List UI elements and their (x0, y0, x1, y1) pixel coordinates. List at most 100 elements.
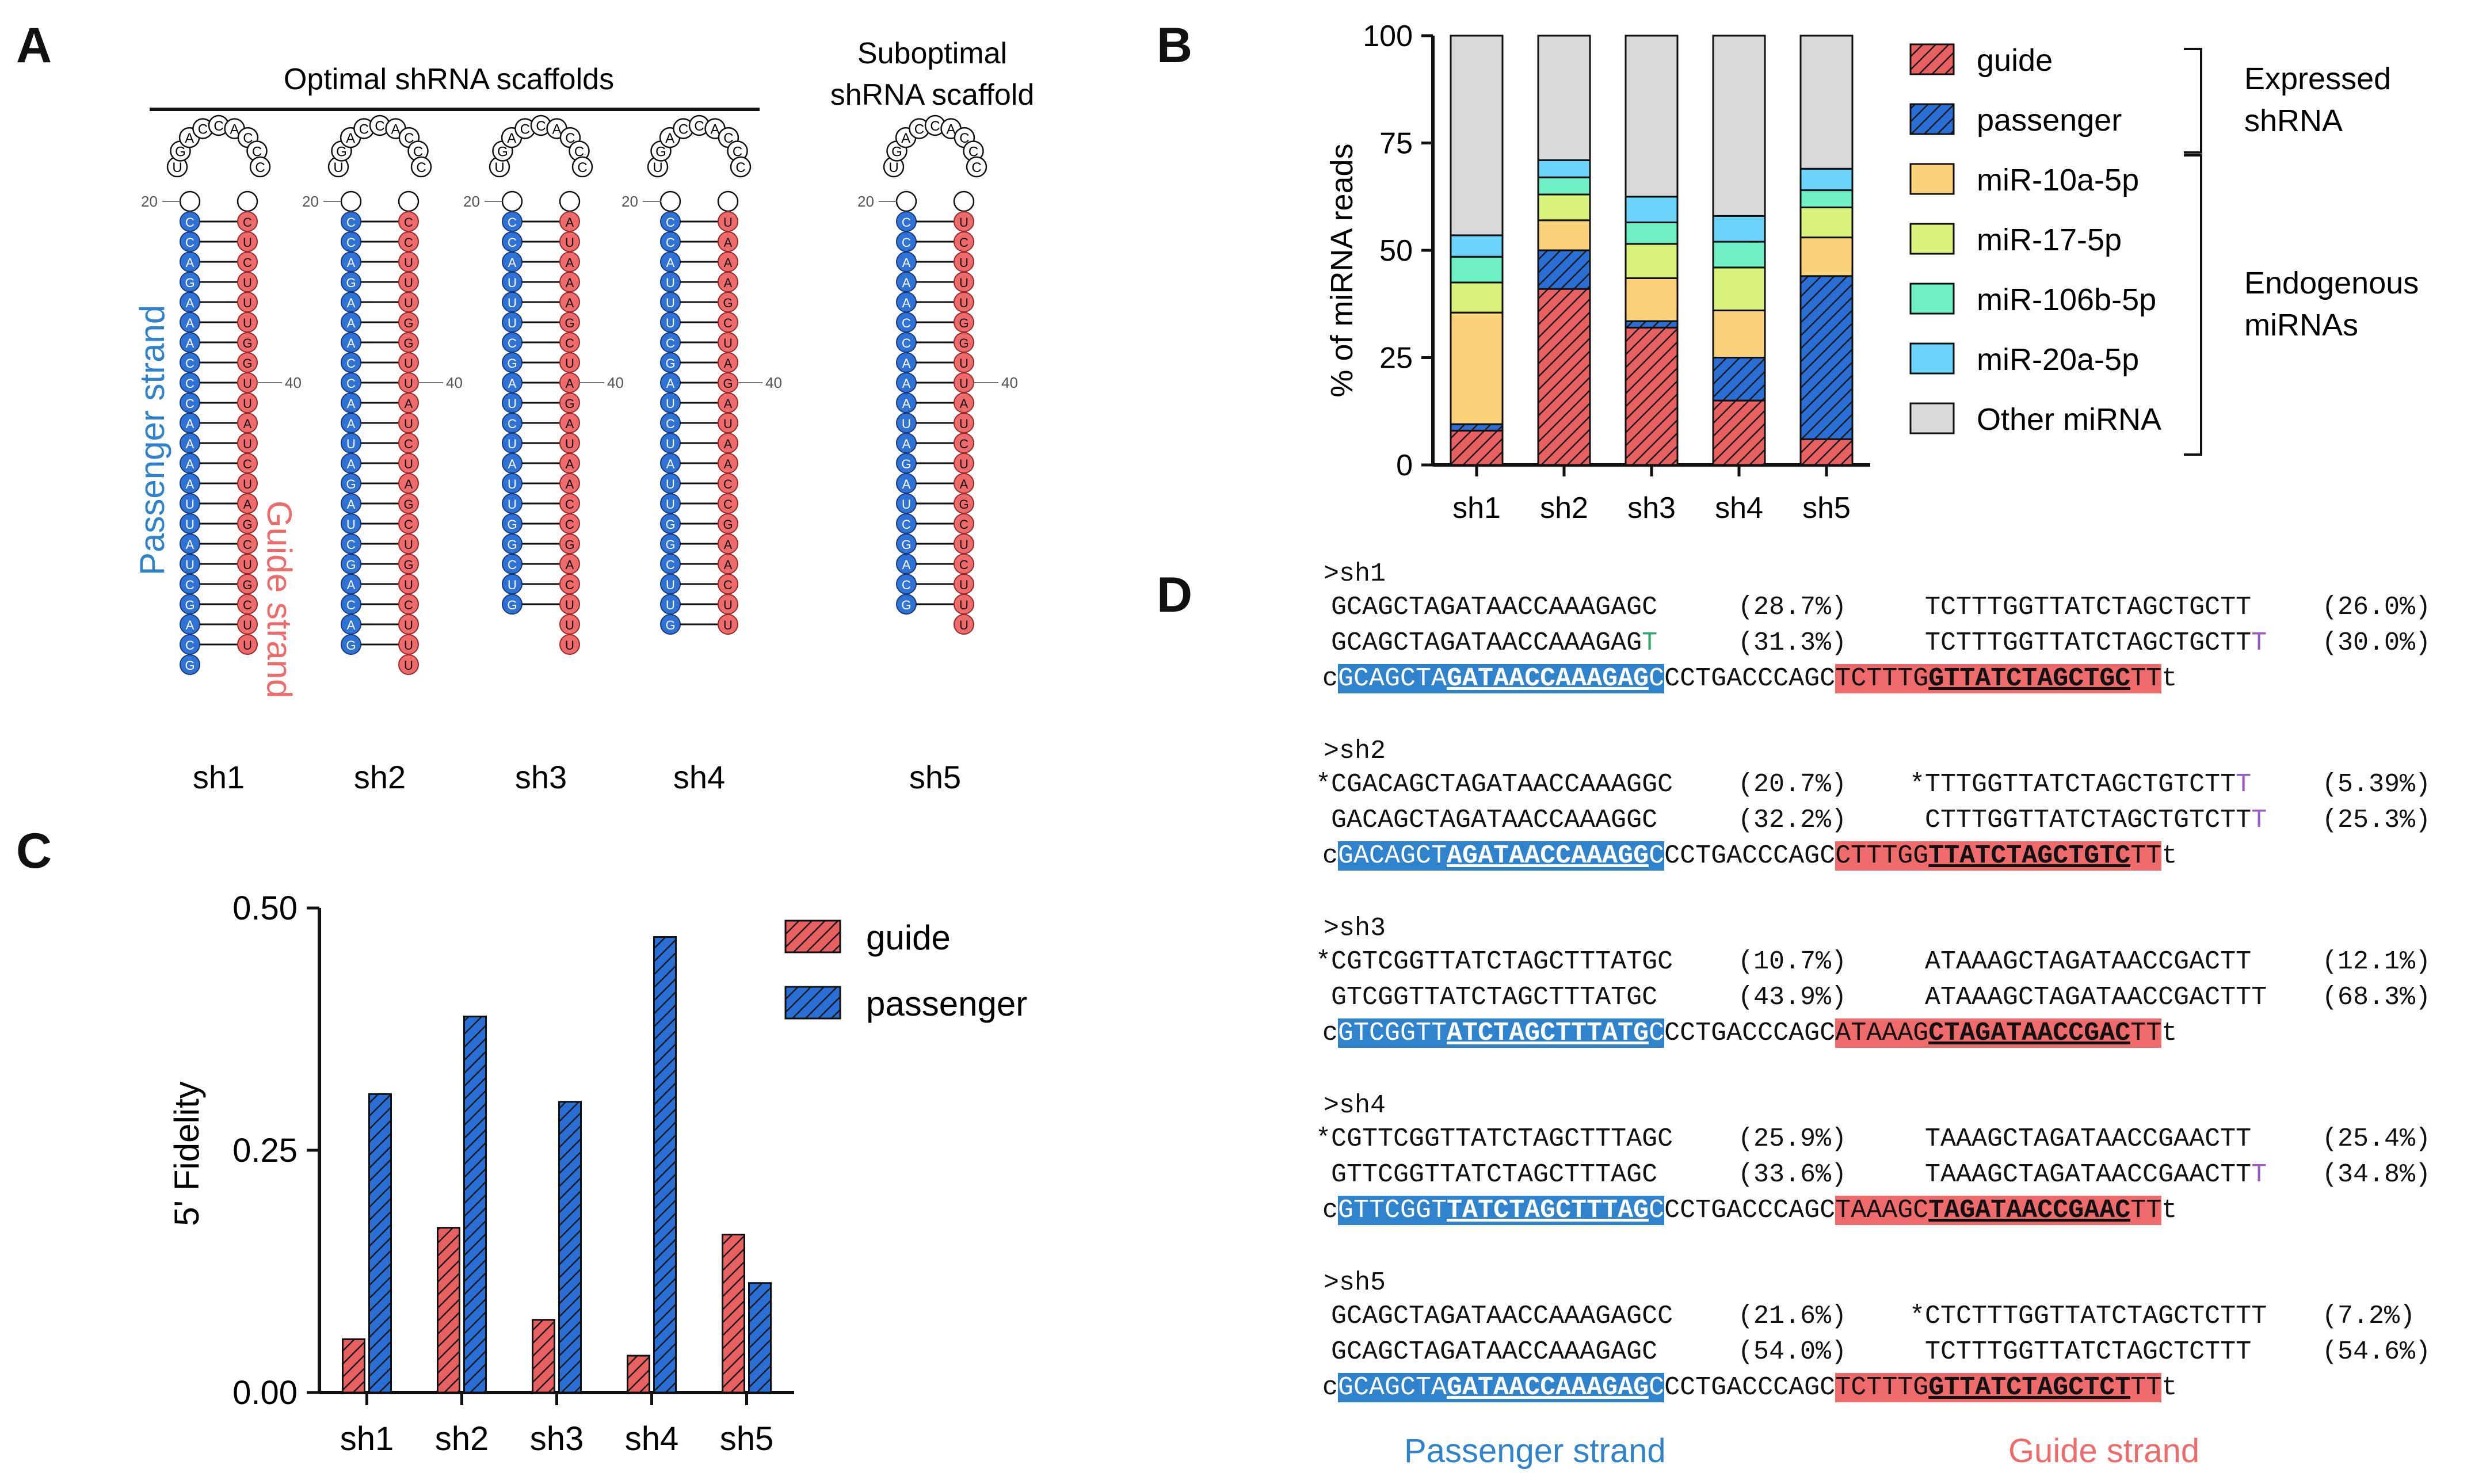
hairpin-guide-seed: TAGATAACCGAAC (1928, 1196, 2131, 1225)
chart-b-bar-other-mirna (1450, 35, 1504, 236)
seq-passenger-percent: (10.7%) (1738, 947, 1847, 976)
guide-nucleotide-label: G (403, 316, 413, 330)
chart-c-ylabel: 5' Fidelity (167, 1081, 206, 1226)
hairpin-name: sh1 (193, 759, 245, 795)
guide-nucleotide-label: C (723, 578, 733, 592)
guide-nucleotide-label: U (404, 376, 413, 391)
loop-nucleotide-label: C (735, 160, 745, 176)
legend-bracket-expressed (2184, 48, 2202, 154)
legend-right-endogenous: Endogenous (2244, 266, 2419, 300)
passenger-nucleotide-label: U (666, 296, 675, 310)
hairpin-lead: c (1322, 1018, 1339, 1048)
tick-20-label: 20 (302, 193, 319, 210)
seq-passenger-percent: (43.9%) (1738, 983, 1847, 1012)
seq-guide-percent: (68.3%) (2322, 983, 2431, 1012)
guide-read-sequence: ATAAAGCTAGATAACCGACTTT (1925, 983, 2267, 1012)
guide-nucleotide-label: G (242, 578, 252, 592)
seq-passenger-percent: (20.7%) (1738, 770, 1847, 799)
guide-nucleotide-label: U (243, 618, 252, 632)
passenger-nucleotide-label: G (665, 517, 675, 532)
passenger-nucleotide-label: A (347, 336, 356, 350)
passenger-nucleotide-label: G (507, 598, 517, 612)
loop-nucleotide-label: U (653, 160, 662, 176)
passenger-read-sequence: *CGACAGCTAGATAACCAAAGGC (1315, 770, 1673, 799)
guide-nucleotide-label: G (565, 537, 574, 552)
chart-b-legend-label: miR-106b-5p (1977, 283, 2156, 317)
guide-nucleotide-label: C (404, 437, 413, 451)
guide-nucleotide-label: C (243, 215, 252, 230)
loop-nucleotide-label: C (565, 131, 575, 146)
passenger-nucleotide-label: A (347, 578, 356, 592)
chart-b-bar-mir-106b-5p (1450, 255, 1504, 284)
guide-nucleotide-label: U (243, 276, 252, 290)
guide-nucleotide-label: A (960, 396, 968, 411)
chart-b-legend-swatch (1909, 43, 1955, 75)
guide-nucleotide-label: G (565, 316, 574, 330)
passenger-read-sequence: GCAGCTAGATAACCAAAGAG (1315, 628, 1642, 658)
passenger-nucleotide-label: A (902, 356, 911, 371)
seq-highlighted-hairpin: cGACAGCTAGATAACCAAAGGCCCTGACCCAGCCTTTGGT… (1322, 841, 2177, 871)
passenger-nucleotide-label: C (185, 235, 195, 250)
guide-nucleotide-label: U (243, 296, 252, 310)
loop-nucleotide-label: C (577, 160, 587, 176)
passenger-nucleotide-label: U (508, 276, 517, 290)
loop-nucleotide-label: C (930, 119, 940, 134)
seq-passenger-percent: (21.6%) (1738, 1302, 1847, 1331)
guide-nucleotide-label: U (959, 356, 968, 371)
passenger-nucleotide-label: A (902, 558, 911, 572)
chart-b-legend-swatch (1909, 103, 1955, 135)
hairpin-passenger-end: C (1649, 841, 1665, 871)
passenger-nucleotide-label: G (665, 356, 675, 371)
guide-nucleotide-label: G (959, 316, 968, 330)
guide-nucleotide-label: U (404, 638, 413, 653)
guide-nucleotide-label: U (404, 618, 413, 632)
hairpin-loop: CCTGACCCAGC (1664, 664, 1836, 693)
guide-nucleotide-label: C (404, 517, 413, 532)
hairpin-diagrams: Optimal shRNA scaffolds Suboptimal shRNA… (133, 37, 1034, 795)
chart-b-bar-mir-17-5p (1450, 281, 1504, 314)
guide-read-sequence: *CTCTTTGGTTATCTAGCTCTTT (1909, 1302, 2267, 1331)
guide-nucleotide-label: C (565, 336, 574, 350)
loop-nucleotide-label: G (175, 144, 186, 159)
guide-nucleotide (398, 654, 419, 675)
chart-c-bar-passenger (558, 1101, 582, 1394)
passenger-nucleotide-label: A (347, 618, 356, 632)
guide-nucleotide-label: U (723, 417, 733, 431)
passenger-nucleotide-label: A (666, 255, 675, 270)
chart-b-legend-swatch (1909, 283, 1955, 315)
passenger-nucleotide-label: G (185, 598, 195, 612)
guide-nucleotide-label: A (405, 396, 413, 411)
chart-b-xtick-label: sh3 (1627, 491, 1676, 525)
loop-nucleotide-label: C (971, 160, 981, 176)
passenger-nucleotide-label: C (508, 558, 517, 572)
chart-c-bar-passenger (653, 936, 677, 1394)
passenger-nucleotide-label: A (347, 497, 356, 512)
guide-nucleotide-label: A (566, 296, 574, 310)
chart-b-bar-mir-17-5p (1799, 206, 1854, 239)
guide-nucleotide-label: U (404, 457, 413, 471)
hairpin-guide-end: TT (2130, 1373, 2162, 1402)
guide-nucleotide-label: A (724, 537, 733, 552)
hairpin-guide-end: TT (2130, 841, 2162, 871)
guide-nucleotide-label: C (723, 477, 733, 491)
chart-b-xtick-label: sh4 (1715, 491, 1763, 525)
loop-nucleotide-label: C (914, 121, 924, 137)
passenger-nucleotide-label: G (185, 658, 195, 673)
seq-guide-read: TAAAGCTAGATAACCGAACTTT (1925, 1162, 2267, 1188)
passenger-nucleotide-label: U (508, 477, 517, 491)
loop-nucleotide (730, 156, 752, 178)
guide-nucleotide-label: U (404, 537, 413, 552)
passenger-nucleotide-label: A (347, 296, 356, 310)
chart-b-ytick-label: 0 (1396, 449, 1413, 482)
guide-nucleotide-label: A (243, 417, 252, 431)
guide-nucleotide-label: C (959, 517, 968, 532)
passenger-nucleotide-label: C (346, 215, 356, 230)
guide-nucleotide-label: G (242, 336, 252, 350)
loop-nucleotide-label: C (243, 131, 253, 146)
passenger-nucleotide-label: A (902, 255, 911, 270)
loop-nucleotide-label: C (198, 121, 208, 137)
seq-guide-read: *CTCTTTGGTTATCTAGCTCTTT (1909, 1303, 2267, 1329)
passenger-nucleotide-label: A (186, 457, 195, 471)
